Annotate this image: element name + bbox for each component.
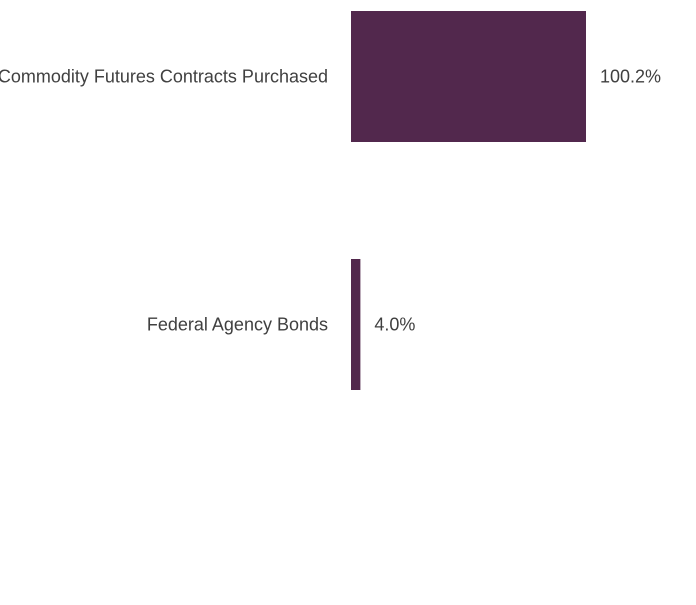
- category-label-federal-agency-bonds: Federal Agency Bonds: [147, 315, 328, 335]
- bars-layer: [351, 11, 586, 390]
- bar-commodity-futures-contracts-purchased: [351, 11, 586, 142]
- category-label-commodity-futures-contracts-purchased: Commodity Futures Contracts Purchased: [0, 67, 328, 87]
- value-labels-layer: 100.2% 4.0%: [374, 67, 661, 335]
- value-label-commodity-futures-contracts-purchased: 100.2%: [600, 67, 661, 87]
- value-label-federal-agency-bonds: 4.0%: [374, 315, 415, 335]
- category-labels-layer: Commodity Futures Contracts Purchased Fed…: [0, 67, 328, 335]
- bar-federal-agency-bonds: [351, 259, 361, 390]
